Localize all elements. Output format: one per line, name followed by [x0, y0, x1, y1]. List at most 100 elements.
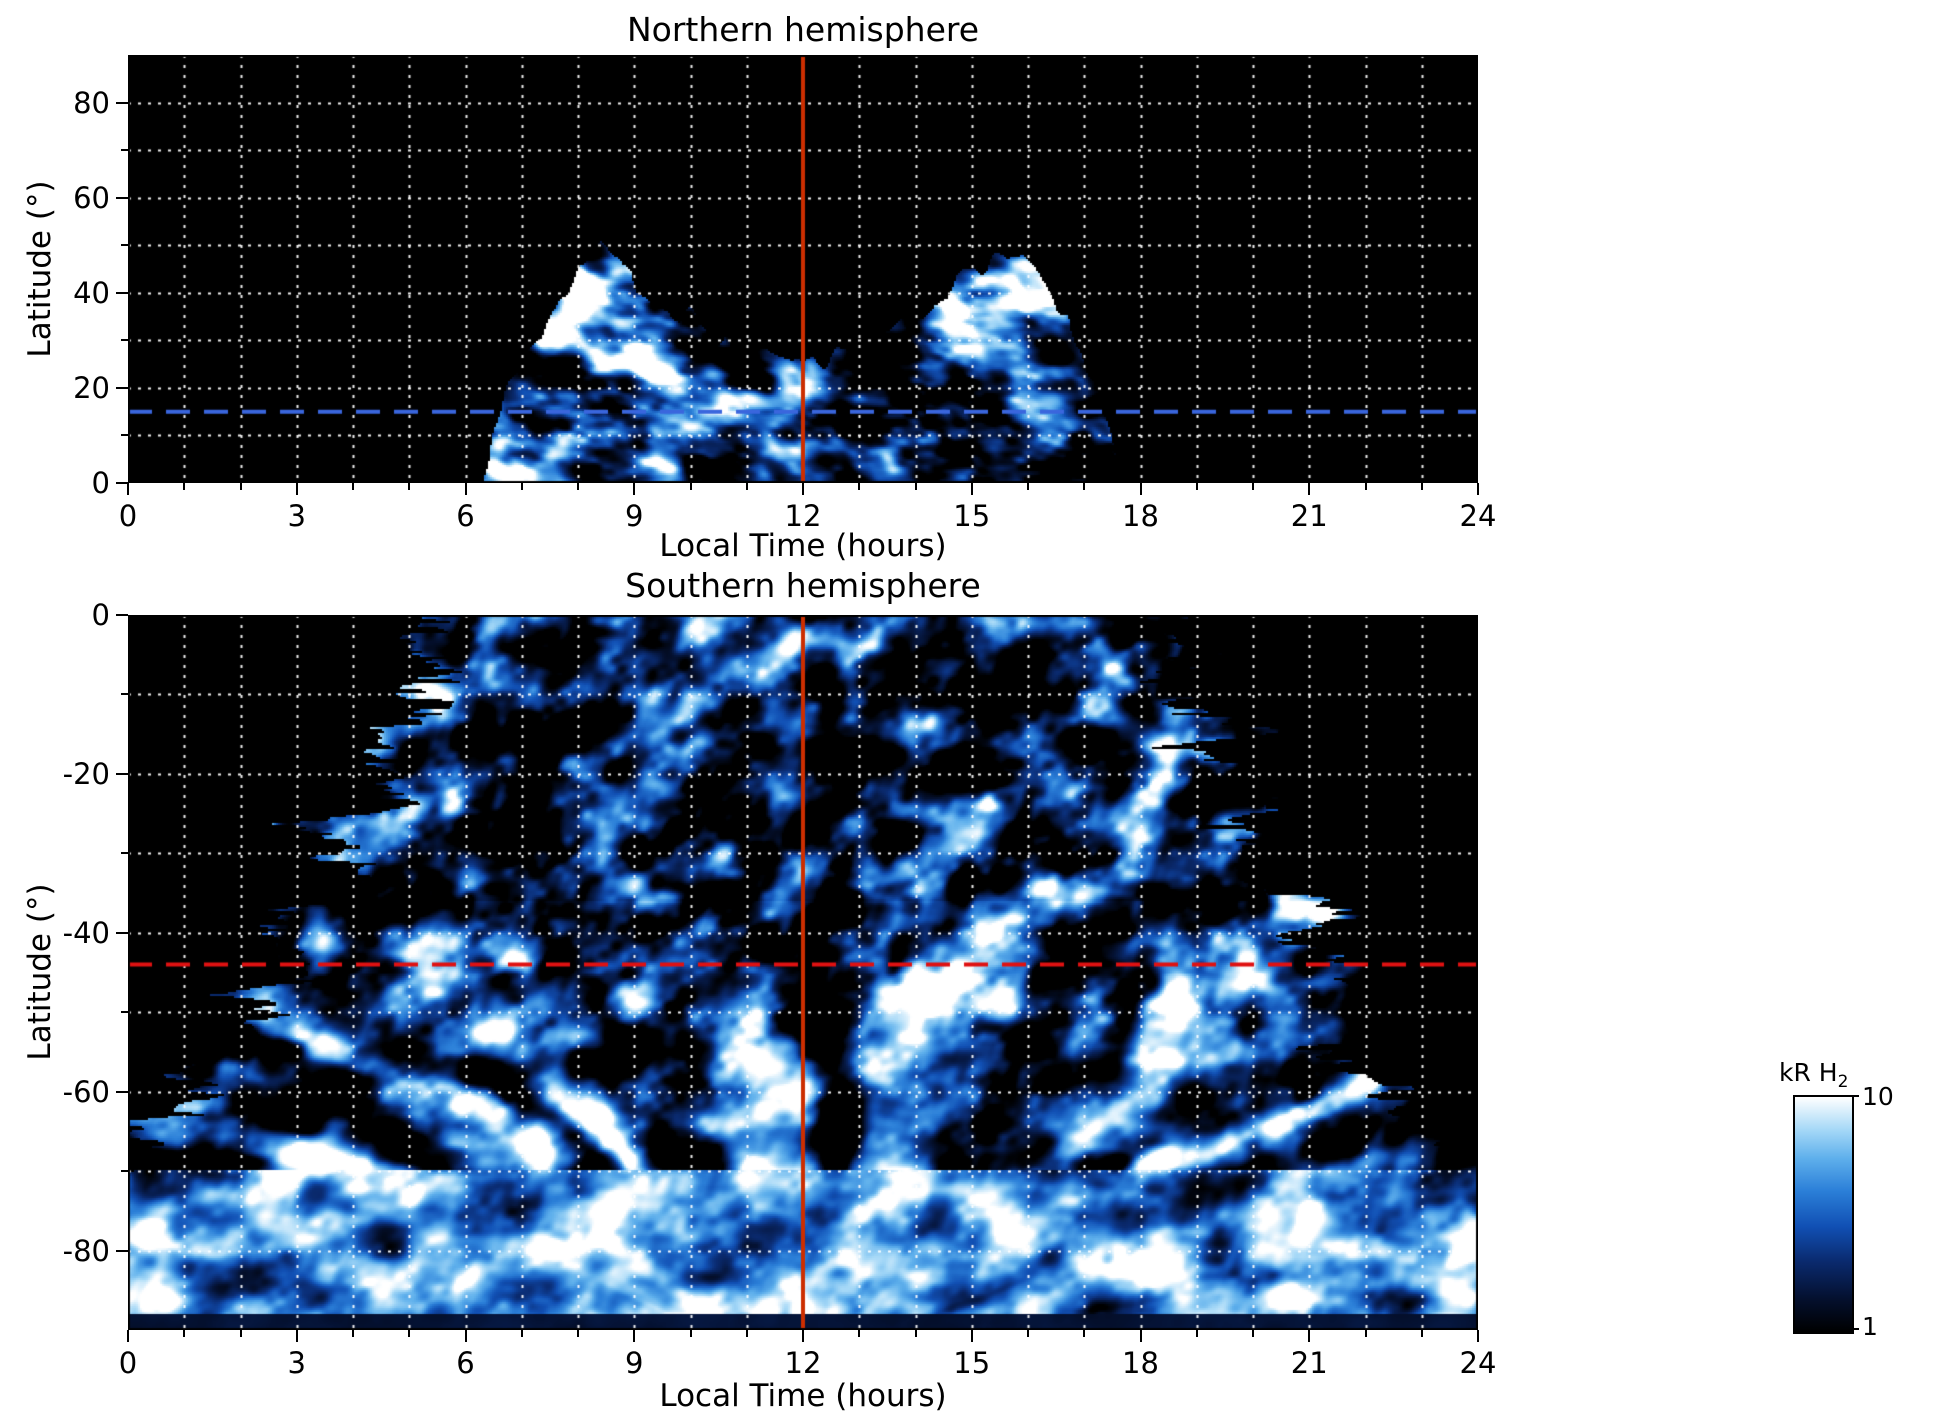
x-tick-label: 15 [953, 499, 991, 533]
y-minor-tick-mark [121, 693, 128, 696]
x-tick-mark [1477, 1330, 1479, 1342]
x-tick-mark [802, 483, 804, 495]
x-tick-mark [127, 483, 129, 495]
x-minor-tick-mark [858, 1330, 861, 1337]
x-minor-tick-mark [408, 1330, 411, 1337]
northern-panel-title: Northern hemisphere [626, 10, 980, 49]
colorbar-label: kR H2 [1779, 1058, 1848, 1092]
x-minor-tick-mark [1027, 483, 1029, 490]
northern-hemisphere-heatmap [128, 55, 1478, 483]
y-tick-label: 0 [91, 598, 110, 632]
southern-x-axis-label: Local Time (hours) [659, 1378, 947, 1414]
y-tick-mark [116, 1249, 128, 1252]
northern-y-axis-label: Latitude (°) [22, 180, 58, 358]
x-minor-tick-mark [1420, 1330, 1423, 1337]
y-tick-mark [116, 614, 128, 616]
x-tick-mark [1308, 483, 1311, 495]
y-tick-label: -40 [62, 915, 110, 950]
y-tick-label: -80 [62, 1233, 110, 1268]
x-tick-mark [1139, 1330, 1142, 1342]
x-tick-mark [1139, 483, 1142, 495]
x-minor-tick-mark [914, 483, 917, 490]
x-tick-label: 3 [287, 499, 306, 533]
x-tick-label: 9 [625, 499, 644, 533]
y-tick-mark [116, 386, 128, 389]
y-tick-mark [116, 101, 128, 104]
y-minor-tick-mark [121, 339, 128, 342]
x-tick-label: 6 [456, 499, 475, 533]
y-tick-mark [116, 1090, 128, 1093]
y-tick-label: 40 [73, 275, 110, 310]
colorbar [1793, 1095, 1854, 1334]
x-minor-tick-mark [1252, 1330, 1254, 1337]
y-tick-label: 80 [73, 85, 110, 120]
x-minor-tick-mark [1364, 483, 1367, 490]
colorbar-min-label: 1 [1862, 1312, 1878, 1341]
x-tick-mark [1477, 483, 1479, 495]
x-tick-mark [633, 1330, 636, 1342]
x-minor-tick-mark [352, 483, 354, 490]
x-tick-label: 3 [287, 1346, 306, 1380]
x-minor-tick-mark [408, 483, 411, 490]
x-minor-tick-mark [1027, 1330, 1029, 1337]
x-minor-tick-mark [577, 1330, 579, 1337]
y-tick-mark [116, 772, 128, 775]
y-minor-tick-mark [121, 434, 128, 437]
x-tick-label: 12 [784, 499, 822, 533]
y-tick-label: 20 [73, 370, 110, 405]
y-tick-label: -20 [62, 756, 110, 791]
y-tick-mark [116, 291, 128, 294]
x-tick-label: 6 [456, 1346, 475, 1380]
colorbar-min-tick-mark [1852, 1328, 1859, 1330]
x-tick-label: 0 [118, 499, 138, 533]
x-minor-tick-mark [520, 1330, 523, 1337]
y-tick-label: 60 [73, 180, 110, 215]
y-minor-tick-mark [121, 1011, 128, 1014]
x-minor-tick-mark [352, 1330, 354, 1337]
x-minor-tick-mark [689, 483, 692, 490]
y-tick-mark [116, 931, 128, 934]
x-minor-tick-mark [858, 483, 861, 490]
x-minor-tick-mark [745, 483, 748, 490]
x-tick-label: 24 [1459, 499, 1497, 533]
x-tick-label: 21 [1290, 499, 1328, 533]
x-tick-mark [295, 1330, 298, 1342]
northern-x-axis-label: Local Time (hours) [659, 528, 947, 564]
y-tick-label: -60 [62, 1074, 110, 1109]
x-minor-tick-mark [520, 483, 523, 490]
x-minor-tick-mark [914, 1330, 917, 1337]
x-tick-label: 18 [1122, 1346, 1159, 1380]
colorbar-max-tick-mark [1852, 1095, 1859, 1097]
x-minor-tick-mark [183, 1330, 186, 1337]
x-minor-tick-mark [1083, 483, 1086, 490]
x-minor-tick-mark [183, 483, 186, 490]
x-tick-mark [970, 483, 973, 495]
x-tick-label: 18 [1122, 499, 1159, 533]
x-tick-label: 15 [953, 1346, 991, 1380]
x-minor-tick-mark [1420, 483, 1423, 490]
x-tick-label: 12 [784, 1346, 822, 1380]
x-tick-label: 9 [625, 1346, 644, 1380]
y-minor-tick-mark [121, 149, 128, 152]
y-tick-mark [116, 196, 128, 199]
y-minor-tick-mark [121, 244, 128, 247]
colorbar-label-subscript: 2 [1837, 1072, 1849, 1092]
y-tick-label: 0 [91, 466, 110, 500]
x-minor-tick-mark [745, 1330, 748, 1337]
southern-y-axis-label: Latitude (°) [22, 883, 58, 1061]
x-minor-tick-mark [577, 483, 579, 490]
x-minor-tick-mark [689, 1330, 692, 1337]
x-tick-mark [295, 483, 298, 495]
southern-panel-title: Southern hemisphere [625, 566, 981, 605]
x-minor-tick-mark [1195, 1330, 1198, 1337]
x-tick-mark [127, 1330, 129, 1342]
x-minor-tick-mark [1252, 483, 1254, 490]
southern-hemisphere-heatmap [128, 615, 1478, 1330]
y-minor-tick-mark [121, 852, 128, 855]
x-minor-tick-mark [1195, 483, 1198, 490]
x-minor-tick-mark [1083, 1330, 1086, 1337]
x-tick-mark [464, 1330, 467, 1342]
colorbar-label-text: kR H [1779, 1058, 1838, 1087]
y-minor-tick-mark [121, 1170, 128, 1173]
x-tick-mark [464, 483, 467, 495]
